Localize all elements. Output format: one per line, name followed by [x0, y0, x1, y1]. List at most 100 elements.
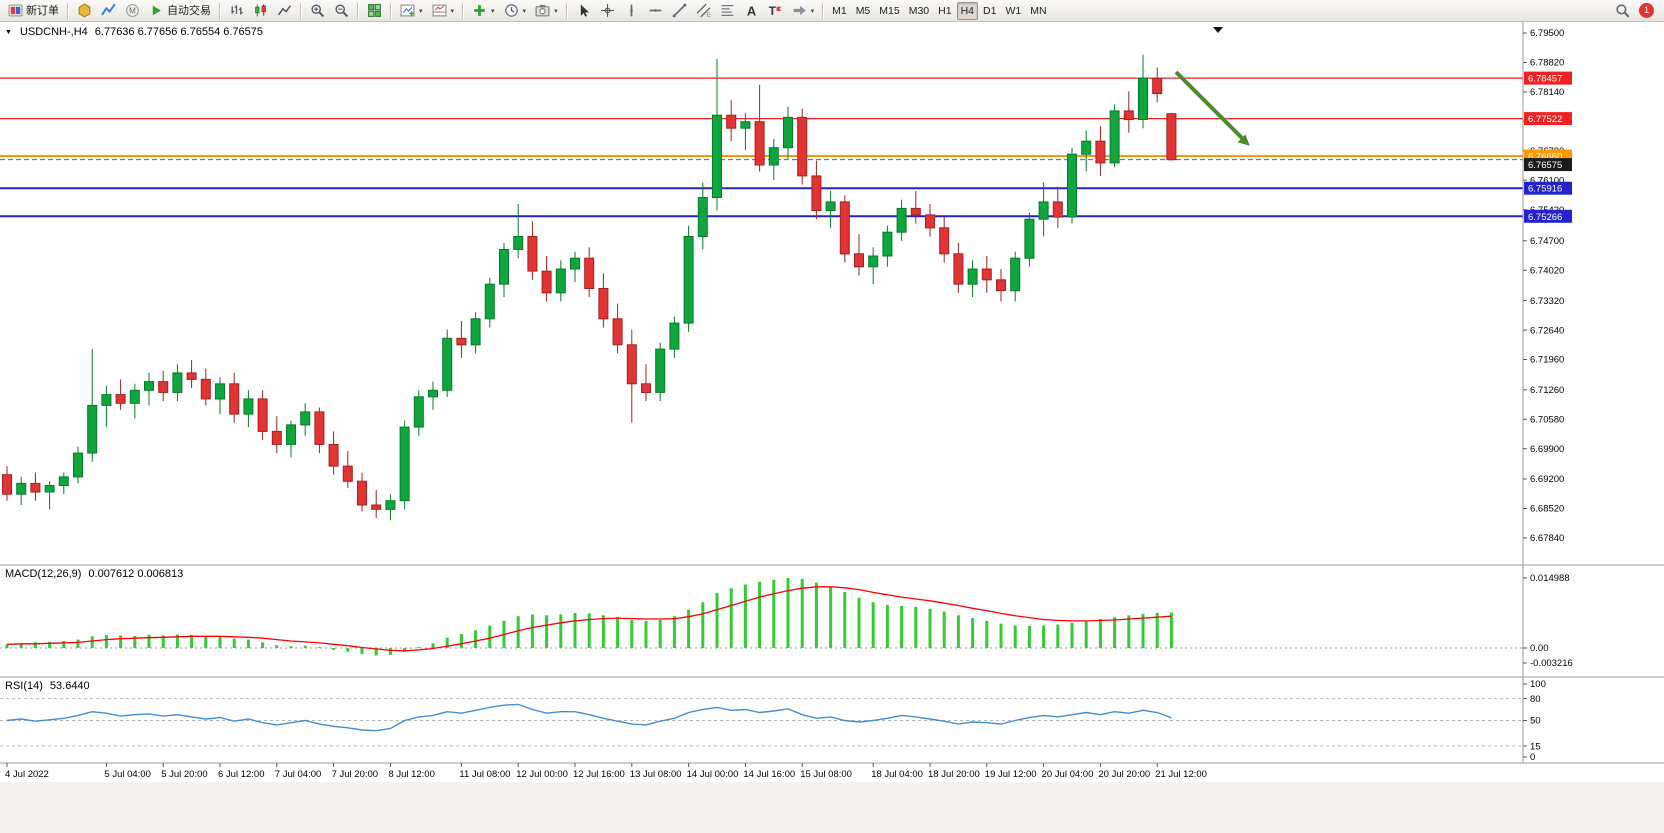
svg-text:15: 15: [1530, 741, 1541, 752]
svg-text:6.73320: 6.73320: [1530, 296, 1564, 307]
timeframe-mn-button[interactable]: MN: [1026, 2, 1050, 20]
horizontal-line-button[interactable]: [644, 2, 667, 20]
chart-window[interactable]: 6.795006.788206.781406.774606.767806.761…: [0, 22, 1664, 833]
periods-button[interactable]: ▾: [500, 2, 531, 20]
svg-text:50: 50: [1530, 716, 1541, 727]
new-chart-button[interactable]: ▾: [396, 2, 427, 20]
svg-text:6.69200: 6.69200: [1530, 474, 1564, 485]
vertical-line-button[interactable]: [620, 2, 643, 20]
svg-text:13 Jul 08:00: 13 Jul 08:00: [630, 769, 682, 780]
svg-text:6.78457: 6.78457: [1528, 74, 1562, 85]
dropdown-caret-icon[interactable]: ▾: [522, 7, 527, 15]
timeframe-m15-button-label: M15: [879, 4, 900, 17]
svg-text:18 Jul 04:00: 18 Jul 04:00: [871, 769, 923, 780]
chart-shift-marker-icon[interactable]: [1213, 27, 1223, 33]
hline-icon: [649, 9, 661, 12]
svg-text:21 Jul 12:00: 21 Jul 12:00: [1155, 769, 1207, 780]
timeframe-m15-button[interactable]: M15: [875, 2, 903, 20]
dropdown-caret-icon[interactable]: ▾: [450, 7, 455, 15]
search-button[interactable]: [1611, 2, 1634, 20]
chart-canvas[interactable]: 6.795006.788206.781406.774606.767806.761…: [0, 22, 1664, 833]
trend-arrow-annotation[interactable]: [1174, 70, 1250, 146]
profiles-icon: [432, 4, 446, 17]
price-badge: 6.76575: [1524, 158, 1572, 172]
time-axis[interactable]: 4 Jul 2022 5 Jul 04:00 5 Jul 20:00 6 Jul 12…: [5, 763, 1207, 780]
svg-text:6.74700: 6.74700: [1530, 236, 1564, 247]
text-button[interactable]: A: [740, 2, 763, 20]
toolbar-separator: [219, 2, 221, 19]
svg-text:A: A: [746, 3, 755, 18]
cursor-icon: [580, 4, 589, 17]
timeframe-m30-button[interactable]: M30: [905, 2, 933, 20]
timeframe-m5-button[interactable]: M5: [852, 2, 875, 20]
timeframe-h1-button[interactable]: H1: [934, 2, 955, 20]
signals-button[interactable]: [97, 2, 120, 20]
equidistant-channel-button[interactable]: E: [692, 2, 715, 20]
label-button[interactable]: T: [764, 2, 787, 20]
template-button[interactable]: ▾: [531, 2, 562, 20]
svg-text:20 Jul 04:00: 20 Jul 04:00: [1042, 769, 1094, 780]
svg-text:4 Jul 2022: 4 Jul 2022: [5, 769, 49, 780]
svg-text:80: 80: [1530, 694, 1541, 705]
toolbar-separator: [390, 2, 392, 19]
svg-text:6.71260: 6.71260: [1530, 385, 1564, 396]
community-button[interactable]: M: [121, 2, 144, 20]
zoom-out-button[interactable]: [330, 2, 353, 20]
line-chart-button[interactable]: [273, 2, 296, 20]
timeframe-d1-button[interactable]: D1: [979, 2, 1000, 20]
macd-axis[interactable]: 0.014988 0.00 -0.003216: [1523, 573, 1573, 669]
svg-text:6.72640: 6.72640: [1530, 325, 1564, 336]
svg-text:11 Jul 08:00: 11 Jul 08:00: [459, 769, 510, 780]
add-indicator-button[interactable]: ▾: [468, 2, 499, 20]
svg-text:6.71960: 6.71960: [1530, 355, 1564, 366]
svg-text:14 Jul 00:00: 14 Jul 00:00: [687, 769, 739, 780]
dropdown-caret-icon[interactable]: ▾: [491, 7, 495, 15]
timeframe-d1-button-label: D1: [983, 4, 997, 17]
dropdown-caret-icon[interactable]: ▾: [554, 7, 558, 15]
candlestick-chart-button[interactable]: [249, 2, 272, 20]
zoom-in-button[interactable]: [306, 2, 329, 20]
svg-text:6.70580: 6.70580: [1530, 415, 1564, 426]
svg-text:6.78140: 6.78140: [1530, 87, 1564, 98]
rsi-axis[interactable]: 100 80 50 150: [1523, 679, 1546, 763]
rsi-line: [6, 703, 1172, 732]
pane-separators[interactable]: [0, 22, 1664, 764]
fibonacci-button[interactable]: [716, 2, 739, 20]
timeframe-h4-button[interactable]: H4: [956, 1, 979, 20]
tile-windows-button[interactable]: [363, 2, 386, 20]
profiles-button[interactable]: ▾: [428, 2, 459, 20]
candles-layer: [2, 54, 1177, 521]
svg-text:6.78820: 6.78820: [1530, 58, 1564, 69]
svg-text:20 Jul 20:00: 20 Jul 20:00: [1098, 769, 1150, 780]
dropdown-caret-icon[interactable]: ▾: [810, 7, 815, 15]
svg-text:M: M: [129, 7, 136, 16]
toolbar-separator: [357, 2, 359, 19]
crosshair-button[interactable]: [596, 2, 619, 20]
market-button[interactable]: [73, 2, 96, 20]
toolbar-separator: [300, 2, 302, 19]
bar-chart-button[interactable]: [225, 2, 248, 20]
svg-text:E: E: [706, 13, 710, 18]
svg-text:0.014988: 0.014988: [1530, 573, 1570, 584]
autotrade-button-label: 自动交易: [167, 4, 211, 17]
svg-text:14 Jul 16:00: 14 Jul 16:00: [743, 769, 795, 780]
svg-text:-0.003216: -0.003216: [1530, 658, 1573, 669]
timeframe-m5-button-label: M5: [855, 4, 871, 17]
svg-text:6 Jul 12:00: 6 Jul 12:00: [218, 769, 264, 780]
timeframe-w1-button[interactable]: W1: [1001, 2, 1025, 20]
autotrade-button[interactable]: 自动交易: [145, 2, 215, 20]
zoomin-icon: [311, 4, 325, 18]
new-order-button[interactable]: 新订单: [4, 2, 63, 20]
price-badge: 6.75916: [1524, 181, 1572, 195]
candles-icon: [255, 4, 266, 17]
tiles-icon: [368, 4, 381, 17]
cursor-button[interactable]: [572, 2, 595, 20]
snapshot-icon: [535, 4, 550, 17]
mql-icon: M: [126, 4, 139, 17]
trendline-button[interactable]: [668, 2, 691, 20]
dropdown-caret-icon[interactable]: ▾: [419, 7, 423, 15]
shapes-button[interactable]: ▾: [788, 2, 819, 20]
timeframe-m1-button[interactable]: M1: [828, 2, 851, 20]
macd-signal-line: [6, 586, 1172, 652]
notification-badge[interactable]: 1: [1639, 3, 1654, 18]
